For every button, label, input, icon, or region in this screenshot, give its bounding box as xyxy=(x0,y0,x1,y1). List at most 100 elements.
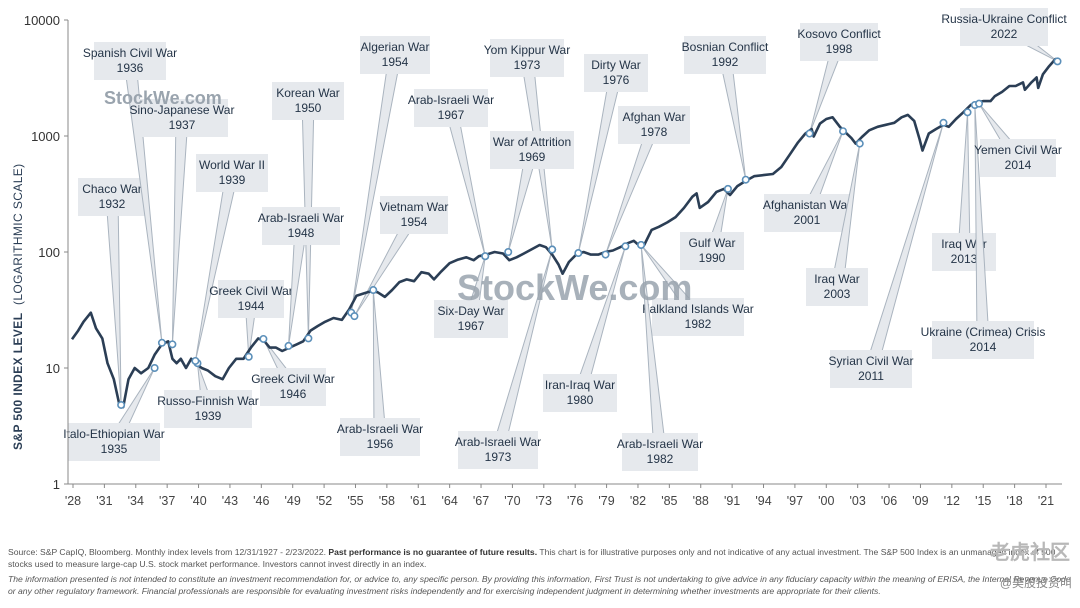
callout-box xyxy=(584,54,648,92)
callout-label-name: Arab-Israeli War xyxy=(617,437,703,451)
callout-label-name: Yemen Civil War xyxy=(974,143,1062,157)
callout-label-year: 1990 xyxy=(699,251,726,265)
watermark-large: StockWe.com xyxy=(457,267,692,308)
event-marker xyxy=(637,240,646,249)
footer-disclaimer: The information presented is not intende… xyxy=(8,574,1071,596)
event-marker xyxy=(369,286,378,295)
callout-box xyxy=(490,39,564,77)
callout-box xyxy=(764,194,850,232)
callout-label-name: Afghanistan War xyxy=(763,198,851,212)
callout-label-name: Chaco War xyxy=(82,182,142,196)
callout-label-year: 1948 xyxy=(288,226,315,240)
callout-label: Spanish Civil War 1936 xyxy=(83,46,177,75)
x-tick-label: '43 xyxy=(222,494,238,508)
x-tick-label: '64 xyxy=(441,494,457,508)
callout-label: Bosnian Conflict 1992 xyxy=(682,40,769,69)
callout-label-name: Italo-Ethiopian War xyxy=(63,427,165,441)
callout-label: Kosovo Conflict 1998 xyxy=(797,27,881,56)
callout-label-year: 1950 xyxy=(295,101,322,115)
callout-label-year: 1939 xyxy=(219,173,246,187)
callout-label: Yom Kippur War 1973 xyxy=(484,43,570,72)
callout-label-name: Russo-Finnish War xyxy=(157,394,259,408)
x-tick-label: '82 xyxy=(630,494,646,508)
event-marker xyxy=(244,352,253,361)
callout-box xyxy=(652,298,744,336)
callout-box xyxy=(380,196,448,234)
y-tick-label: 1 xyxy=(53,477,60,492)
callout-label-name: Vietnam War xyxy=(380,200,449,214)
callout-label-name: Arab-Israeli War xyxy=(337,422,423,436)
callout-label-year: 1967 xyxy=(438,108,465,122)
callout-label: Greek Civil War 1946 xyxy=(251,372,335,401)
x-tick-label: '58 xyxy=(379,494,395,508)
callout-box xyxy=(262,207,340,245)
callout-label-name: Sino-Japanese War xyxy=(130,103,235,117)
callout-box xyxy=(932,233,996,271)
event-marker xyxy=(157,338,166,347)
callout-label-year: 1998 xyxy=(826,42,853,56)
event-marker xyxy=(939,118,948,127)
callout-pointer xyxy=(194,171,239,362)
callout-label: Falkland Islands War 1982 xyxy=(642,302,754,331)
event-marker xyxy=(150,363,159,372)
watermark-small: StockWe.com xyxy=(104,88,222,108)
callout-label: Yemen Civil War 2014 xyxy=(974,143,1062,172)
callout-box xyxy=(806,268,868,306)
footer-source: Source: S&P CapIQ, Bloomberg. Monthly in… xyxy=(8,546,1074,570)
event-marker xyxy=(117,400,126,409)
callout-label: Gulf War 1990 xyxy=(689,236,736,265)
callout-box xyxy=(684,36,766,74)
callout-label-name: Greek Civil War xyxy=(209,284,293,298)
x-tick-label: '79 xyxy=(598,494,614,508)
callout-label: Algerian War 1954 xyxy=(361,40,430,69)
callout-label: Afghanistan War 2001 xyxy=(763,198,851,227)
callout-label: Six-Day War 1967 xyxy=(438,304,505,333)
callout-pointer xyxy=(372,289,387,438)
event-marker xyxy=(839,127,848,136)
callout-label-name: Spanish Civil War xyxy=(83,46,177,60)
callout-label-name: Korean War xyxy=(276,86,340,100)
event-marker xyxy=(574,249,583,258)
callout-label-year: 1946 xyxy=(280,387,307,401)
x-tick-label: '76 xyxy=(567,494,583,508)
x-tick-label: '49 xyxy=(285,494,301,508)
event-marker xyxy=(304,334,313,343)
callout-pointer xyxy=(957,112,971,253)
callout-label-year: 1982 xyxy=(685,317,712,331)
callout-label-year: 1969 xyxy=(519,150,546,164)
callout-label-name: Dirty War xyxy=(591,58,641,72)
callout-label-year: 2014 xyxy=(970,340,997,354)
callout-label-name: Arab-Israeli War xyxy=(455,435,541,449)
callout-pointer xyxy=(444,106,486,257)
x-tick-label: '18 xyxy=(1006,494,1022,508)
x-tick-label: '09 xyxy=(912,494,928,508)
callout-label-year: 1944 xyxy=(238,299,265,313)
x-tick-label: '28 xyxy=(65,494,81,508)
callout-box xyxy=(932,321,1034,359)
callout-label: Iran-Iraq War 1980 xyxy=(545,378,615,407)
callout-label: Russo-Finnish War 1939 xyxy=(157,394,259,423)
callout-box xyxy=(196,154,268,192)
callout-label: Arab-Israeli War 1973 xyxy=(455,435,541,464)
event-marker xyxy=(191,356,200,365)
x-tick-label: '88 xyxy=(693,494,709,508)
callout-box xyxy=(800,23,878,61)
callout-label-year: 1980 xyxy=(567,393,594,407)
callout-label-name: World War II xyxy=(199,158,265,172)
callout-label: Iraq War 2013 xyxy=(941,237,987,266)
callout-box xyxy=(414,89,488,127)
callout-label-year: 1982 xyxy=(647,452,674,466)
callout-label-year: 1976 xyxy=(603,73,630,87)
callout-label: Greek Civil War 1944 xyxy=(209,284,293,313)
callout-label-name: Bosnian Conflict xyxy=(682,40,769,54)
callout-label-year: 1978 xyxy=(641,125,668,139)
x-tick-label: '67 xyxy=(473,494,489,508)
x-tick-label: '12 xyxy=(944,494,960,508)
callout-label-name: Russia-Ukraine Conflict xyxy=(941,12,1067,26)
event-marker xyxy=(601,250,610,259)
x-tick-label: '31 xyxy=(96,494,112,508)
y-axis-label: S&P 500 INDEX LEVEL (LOGARITHMIC SCALE) xyxy=(11,163,25,450)
x-tick-label: '34 xyxy=(128,494,144,508)
callout-box xyxy=(78,178,146,216)
callout-box xyxy=(960,8,1048,46)
